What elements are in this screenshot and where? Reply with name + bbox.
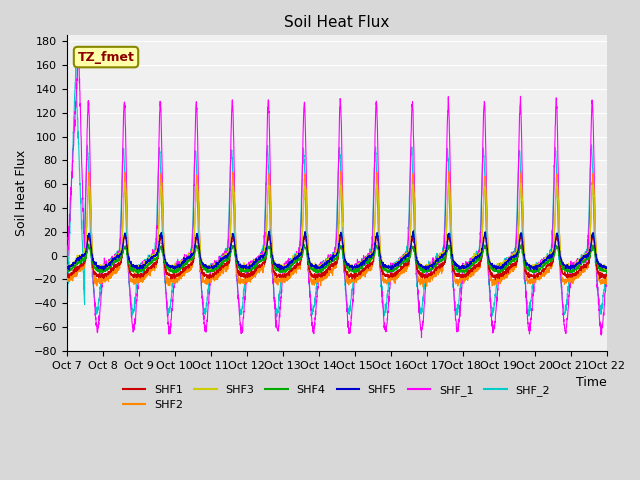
SHF_1 [593,256,600,262]
X-axis label: Time: Time [576,376,607,389]
SHF3 [121,180,129,185]
SHF1 [534,272,542,277]
SHF4 [603,270,611,276]
Text: TZ_fmet: TZ_fmet [77,50,134,63]
SHF_2 [270,289,278,295]
SHF2 [63,277,70,283]
SHF4 [157,243,164,249]
SHF4 [85,241,93,247]
SHF2 [157,177,164,183]
SHF5 [534,263,542,268]
SHF5 [270,260,278,265]
SHF1 [337,230,345,236]
SHF3 [166,272,173,278]
SHF2 [534,275,542,281]
SHF_1 [603,277,611,283]
SHF_2 [72,61,79,67]
SHF3 [157,185,164,191]
SHF1 [603,272,611,277]
SHF3 [270,261,278,267]
SHF_1 [75,44,83,50]
Line: SHF1: SHF1 [67,233,607,280]
Line: SHF2: SHF2 [67,171,607,287]
SHF_1 [270,295,278,301]
SHF3 [63,262,70,267]
Y-axis label: Soil Heat Flux: Soil Heat Flux [15,150,28,236]
SHF1 [293,260,301,265]
SHF4 [593,257,600,263]
SHF3 [603,265,611,271]
SHF2 [270,274,278,280]
SHF_2 [534,263,542,268]
Line: SHF5: SHF5 [67,231,607,270]
SHF2 [293,266,301,272]
SHF1 [63,273,70,278]
SHF1 [270,269,278,275]
SHF_2 [592,264,600,270]
SHF2 [419,284,427,289]
SHF_1 [418,335,426,340]
Line: SHF3: SHF3 [67,182,607,275]
SHF5 [593,254,600,260]
Legend: SHF1, SHF2, SHF3, SHF4, SHF5, SHF_1, SHF_2: SHF1, SHF2, SHF3, SHF4, SHF5, SHF_1, SHF… [118,380,555,415]
SHF5 [125,255,132,261]
SHF4 [63,267,70,273]
SHF_1 [294,254,301,260]
SHF_2 [63,314,70,320]
SHF5 [410,228,417,234]
SHF4 [125,260,132,266]
SHF_1 [125,264,132,269]
SHF_2 [294,253,301,259]
SHF5 [100,267,108,273]
SHF1 [157,237,164,242]
SHF4 [270,264,278,270]
SHF4 [534,269,542,275]
SHF_1 [157,99,164,105]
SHF4 [294,257,301,263]
SHF3 [534,263,542,268]
SHF5 [157,232,164,238]
SHF2 [125,256,132,262]
Line: SHF_2: SHF_2 [67,64,607,317]
Line: SHF_1: SHF_1 [67,47,607,337]
SHF3 [593,244,600,250]
SHF3 [125,249,132,254]
SHF_2 [157,165,164,170]
SHF5 [294,254,301,260]
SHF3 [294,256,301,262]
SHF2 [603,277,611,283]
SHF5 [63,264,70,269]
SHF5 [603,265,611,271]
SHF2 [518,168,525,174]
SHF_2 [603,272,611,278]
SHF4 [495,271,503,276]
SHF1 [125,261,132,267]
SHF_1 [534,260,542,266]
SHF1 [492,277,499,283]
SHF1 [593,263,600,269]
SHF_2 [125,268,132,274]
SHF_1 [63,271,70,277]
Line: SHF4: SHF4 [67,244,607,274]
Title: Soil Heat Flux: Soil Heat Flux [284,15,389,30]
SHF2 [593,253,600,259]
